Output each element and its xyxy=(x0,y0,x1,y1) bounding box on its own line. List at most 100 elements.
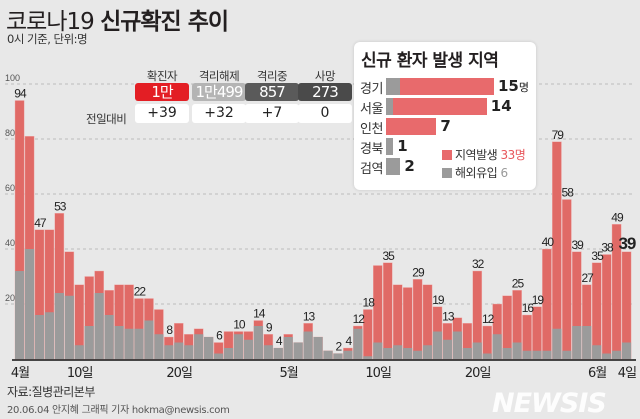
stat-value: 1만499 xyxy=(192,83,246,101)
bar-imported xyxy=(184,345,194,359)
bar-imported xyxy=(432,331,443,359)
bar-local xyxy=(382,262,393,360)
data-label: 39 xyxy=(571,238,584,252)
bar-imported xyxy=(124,328,134,359)
bar-imported xyxy=(243,339,253,359)
legend-local-value: 33명 xyxy=(500,148,526,162)
x-tick-label: 20일 xyxy=(166,366,192,381)
bar-imported xyxy=(144,320,154,359)
bar-imported xyxy=(84,326,94,359)
bar-imported xyxy=(422,345,433,359)
stat-column: 격리해제 1만499 +32 xyxy=(192,68,246,123)
title-light: 코로나19 xyxy=(6,9,101,35)
bar-imported xyxy=(194,334,204,359)
bar-imported xyxy=(612,350,622,359)
legend-local-swatch xyxy=(442,150,452,160)
bar-local xyxy=(552,141,562,360)
bar-imported xyxy=(164,345,174,359)
region-name: 인천 xyxy=(360,122,383,137)
stat-diff: +7 xyxy=(245,104,299,123)
bar-imported xyxy=(24,249,35,359)
data-label: 47 xyxy=(34,216,47,230)
bar-imported xyxy=(114,326,124,359)
bar-local xyxy=(542,248,552,360)
stat-label: 확진자 xyxy=(146,69,178,83)
region-bar-imported xyxy=(386,78,401,95)
y-tick-label: 20 xyxy=(5,293,15,303)
data-label: 14 xyxy=(253,307,266,321)
data-label: 10 xyxy=(233,318,246,332)
bar-imported xyxy=(64,295,74,359)
bar-imported xyxy=(253,326,263,359)
region-panel: 신규 환자 발생 지역 경기 15명 서울 14 인천 7 경북 1 검역 2 지역발생 xyxy=(354,42,536,190)
bar-imported xyxy=(94,293,104,359)
bar-imported xyxy=(154,334,164,359)
data-label: 79 xyxy=(552,128,565,142)
bar-imported xyxy=(174,342,184,359)
bar-imported xyxy=(592,345,602,359)
bar-imported xyxy=(621,342,632,359)
bar-local xyxy=(591,262,602,360)
data-label: 32 xyxy=(472,257,485,271)
y-tick-label: 60 xyxy=(5,183,15,193)
legend-imported-label: 해외유입 xyxy=(455,166,498,180)
legend-local-label: 지역발생 xyxy=(455,148,498,162)
data-label: 9 xyxy=(266,320,273,334)
bar-imported xyxy=(472,342,482,359)
region-bar-imported xyxy=(386,158,401,175)
x-tick-label: 6월 xyxy=(588,366,606,381)
bar-imported xyxy=(223,348,234,359)
stat-label: 사망 xyxy=(314,69,336,83)
data-label: 38 xyxy=(601,241,614,255)
bar-imported xyxy=(214,353,224,359)
source: 자료:질병관리본부 xyxy=(7,385,95,399)
credit: 20.06.04 안지혜 그래픽 기자 hokma@newsis.com xyxy=(7,405,230,416)
legend-local: 지역발생 33명 xyxy=(442,146,526,163)
stat-diff: +32 xyxy=(192,104,246,123)
data-label: 94 xyxy=(14,87,27,101)
bar-imported xyxy=(502,348,512,359)
data-label: 49 xyxy=(611,210,624,224)
x-tick-label: 5월 xyxy=(280,366,298,381)
data-label: 8 xyxy=(166,323,173,337)
data-label: 16 xyxy=(522,301,535,315)
stat-value: 273 xyxy=(298,83,352,101)
bar-imported xyxy=(393,345,403,359)
bar-imported xyxy=(482,353,492,359)
data-label: 12 xyxy=(482,312,495,326)
region-bar-imported xyxy=(386,138,394,155)
region-bar-local xyxy=(400,78,494,95)
bar-imported xyxy=(532,350,542,359)
x-tick-label: 10일 xyxy=(67,366,93,381)
legend-imported-value: 6 xyxy=(500,166,509,180)
data-label: 13 xyxy=(442,309,455,323)
bar-imported xyxy=(343,350,353,359)
bar-imported xyxy=(44,312,54,359)
bar-imported xyxy=(562,350,572,359)
stat-diff: +39 xyxy=(135,104,189,123)
data-label: 19 xyxy=(432,293,445,307)
stat-label: 격리해제 xyxy=(198,69,240,83)
bar-imported xyxy=(283,337,293,359)
region-bar-imported xyxy=(386,98,394,115)
bar-imported xyxy=(353,328,363,359)
region-bar xyxy=(386,158,401,175)
data-label: 13 xyxy=(303,309,316,323)
data-label: 53 xyxy=(54,199,67,213)
region-bar xyxy=(386,118,437,135)
bar-imported xyxy=(462,348,472,359)
data-label: 29 xyxy=(412,265,425,279)
stat-column: 격리중 857 +7 xyxy=(245,68,299,123)
region-name: 경북 xyxy=(360,142,383,157)
chart-subtitle: 0시 기준, 단위:명 xyxy=(7,32,88,46)
data-label: 58 xyxy=(562,186,575,200)
region-name: 경기 xyxy=(360,82,383,97)
data-label: 6 xyxy=(216,329,223,343)
legend-imported-swatch xyxy=(442,168,452,178)
bar-imported xyxy=(303,331,313,359)
bar-imported xyxy=(263,345,273,359)
data-label: 39 xyxy=(618,234,635,253)
bar-imported xyxy=(522,350,532,359)
bar-imported xyxy=(74,345,84,359)
